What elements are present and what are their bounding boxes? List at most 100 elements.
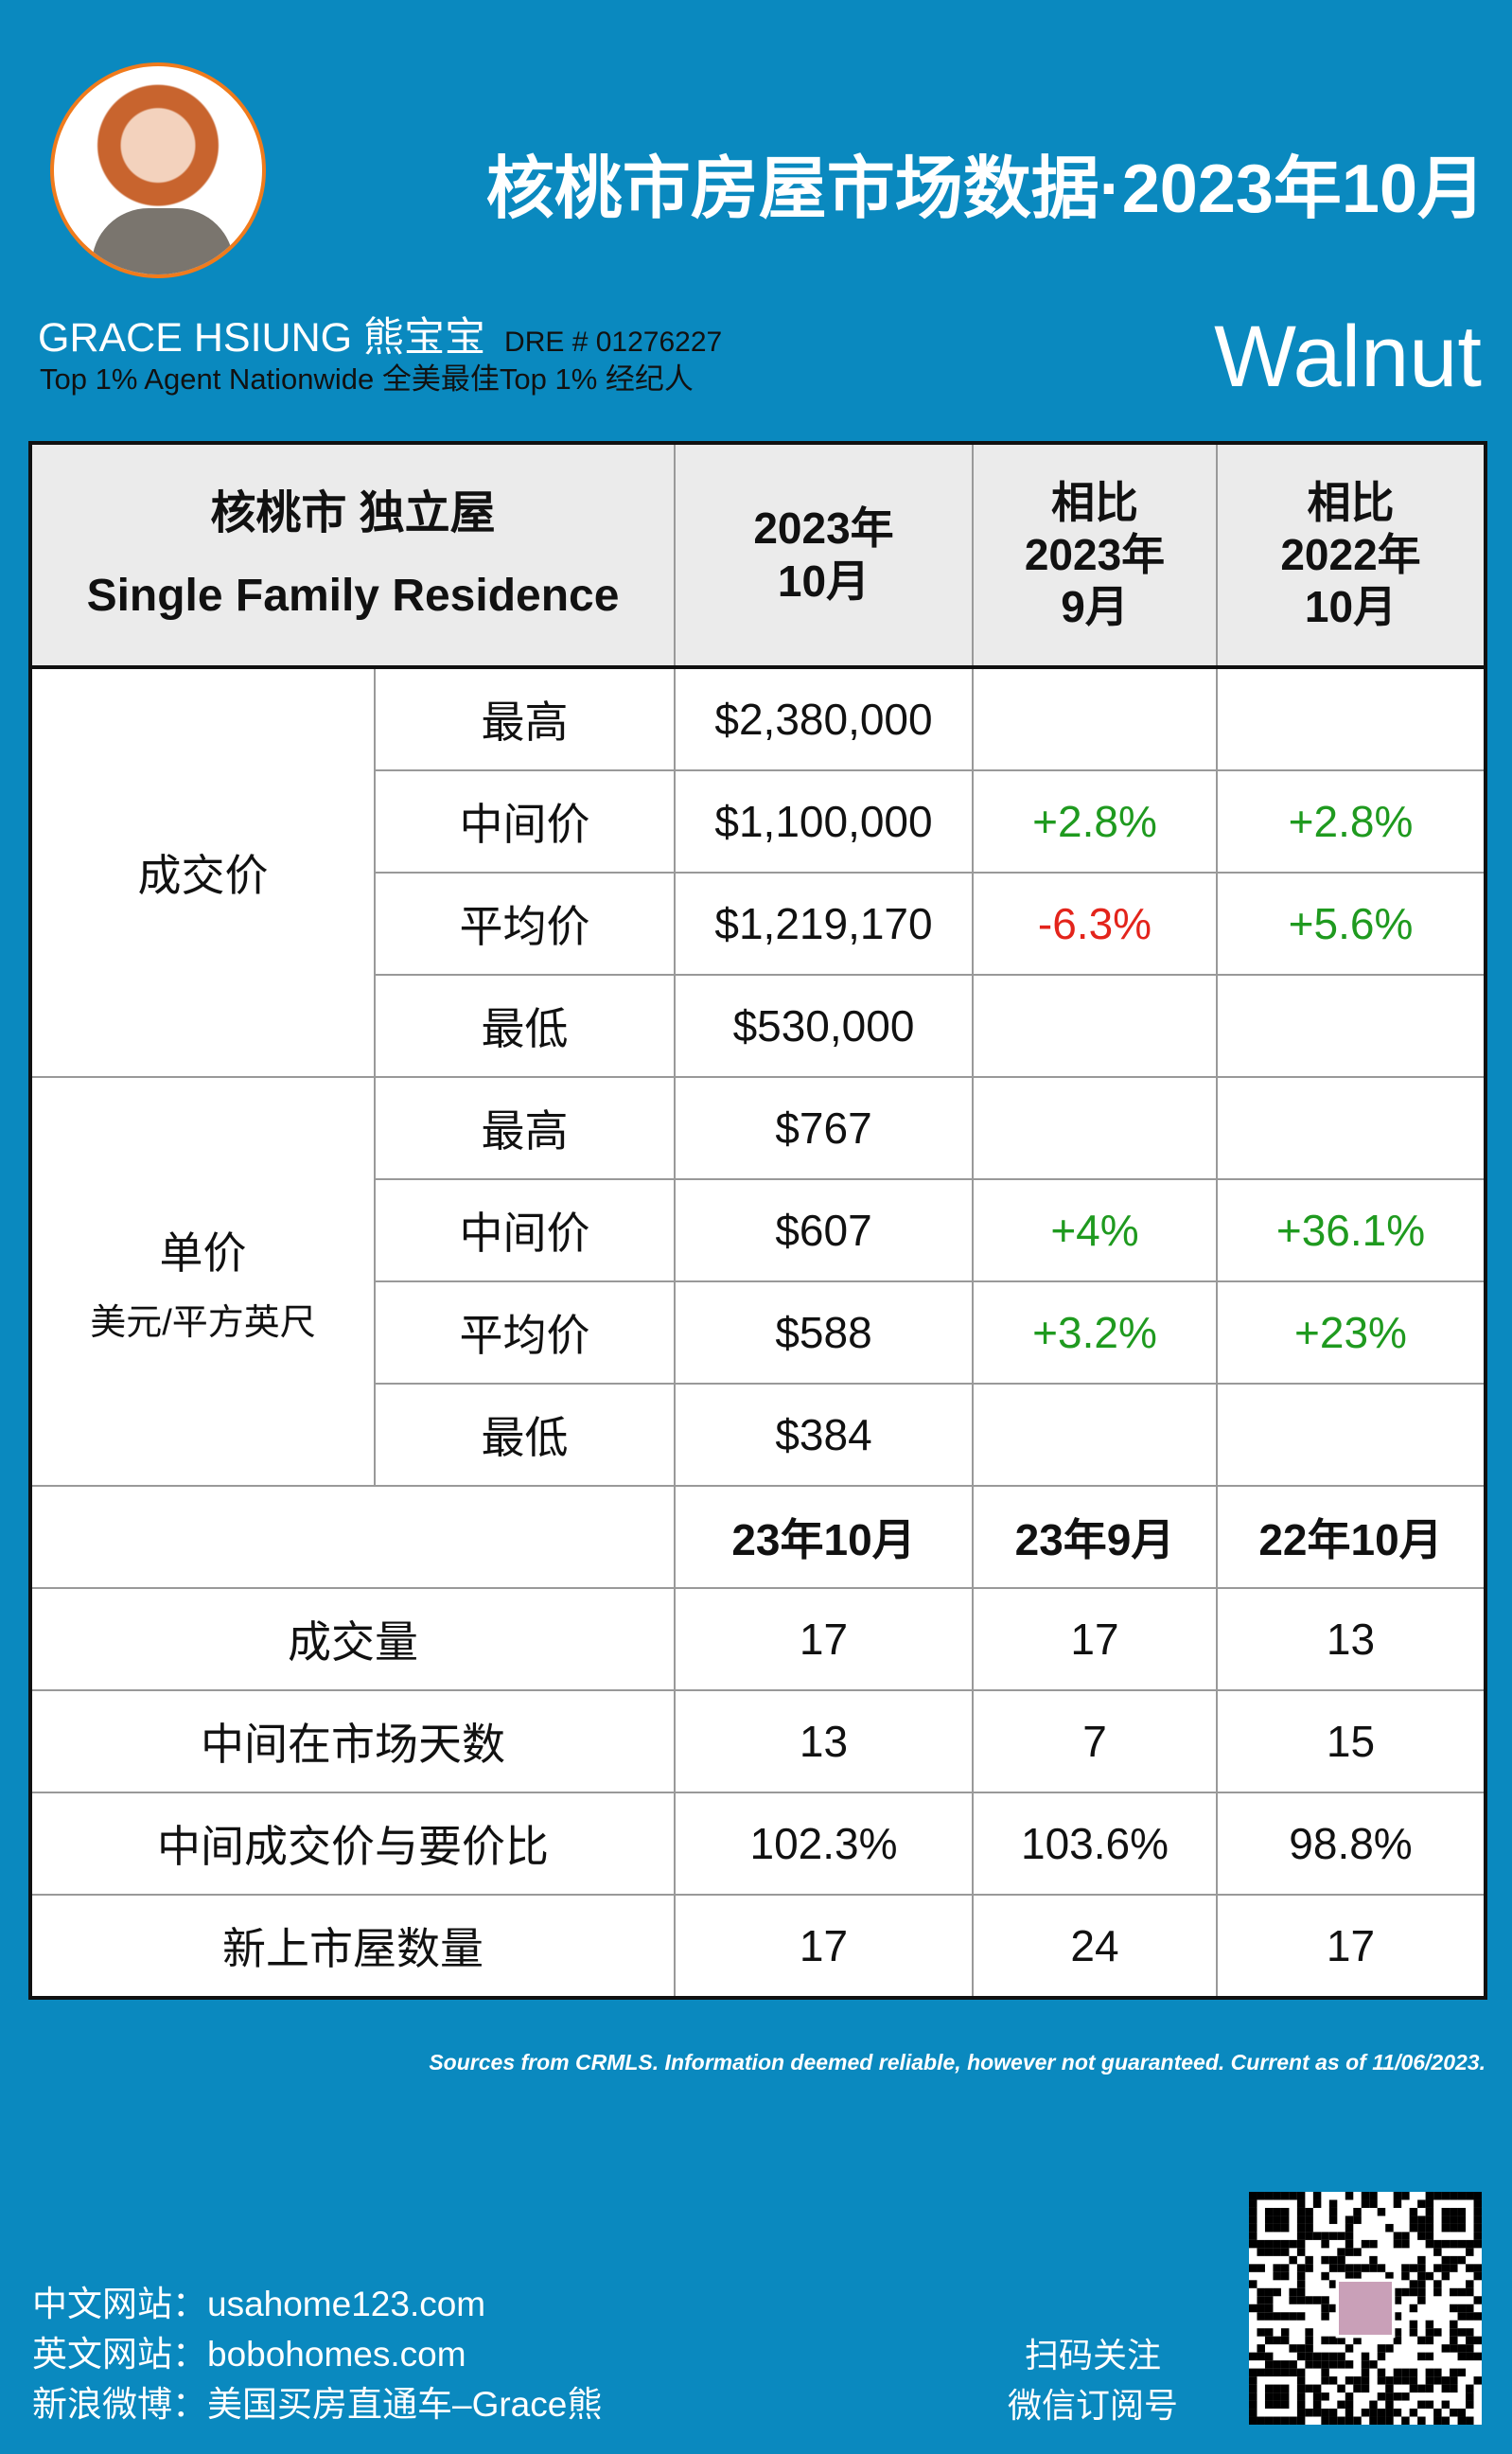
stats-value: 17 xyxy=(674,1587,974,1691)
metric-value: $767 xyxy=(674,1076,974,1180)
change-vs-last-year xyxy=(1216,1383,1486,1487)
change-vs-last-year: +5.6% xyxy=(1216,872,1486,976)
metric-name: 平均价 xyxy=(374,872,676,976)
property-type-en: Single Family Residence xyxy=(86,570,620,621)
header-line: 10月 xyxy=(777,556,870,606)
property-type-zh: 核桃市 独立屋 xyxy=(210,488,496,539)
metric-name: 中间价 xyxy=(374,769,676,874)
header-line: 相比 xyxy=(1051,477,1138,527)
change-vs-last-year: +23% xyxy=(1216,1280,1486,1385)
metric-name: 最高 xyxy=(374,1076,676,1180)
change-vs-last-month: +2.8% xyxy=(972,769,1218,874)
group-label-text: 成交价 xyxy=(137,851,269,900)
stats-value: 24 xyxy=(972,1894,1218,1999)
sources-disclaimer: Sources from CRMLS. Information deemed r… xyxy=(429,2050,1486,2074)
stats-header-blank xyxy=(29,1485,676,1589)
change-vs-last-month xyxy=(972,974,1218,1078)
table-row: 平均价 $1,219,170 -6.3% +5.6% xyxy=(30,872,1486,976)
agent-tagline: Top 1% Agent Nationwide 全美最佳Top 1% 经纪人 xyxy=(40,362,694,396)
change-vs-last-year xyxy=(1216,1076,1486,1180)
metric-name: 最低 xyxy=(374,1383,676,1487)
table-row: 最低 $384 xyxy=(30,1383,1486,1487)
stats-period-header: 22年10月 xyxy=(1216,1485,1486,1589)
header-line: 2023年 xyxy=(1024,529,1166,579)
stats-value: 102.3% xyxy=(674,1792,974,1896)
change-vs-last-month: -6.3% xyxy=(972,872,1218,976)
stats-value: 13 xyxy=(674,1689,974,1793)
wechat-label: 微信订阅号 xyxy=(1007,2386,1178,2425)
header-line: 2022年 xyxy=(1280,529,1421,579)
metric-value: $588 xyxy=(674,1280,974,1385)
stats-header-row: 23年10月 23年9月 22年10月 xyxy=(29,1485,1486,1589)
header-line: 9月 xyxy=(1061,582,1129,632)
group-label: 成交价 xyxy=(29,666,376,1078)
stats-row: 新上市屋数量 17 24 17 xyxy=(29,1894,1486,1999)
change-vs-last-month xyxy=(972,666,1218,771)
stats-name: 中间成交价与要价比 xyxy=(29,1792,676,1896)
change-vs-last-month: +4% xyxy=(972,1178,1218,1282)
market-data-table: 核桃市 独立屋 Single Family Residence 2023年 10月 … xyxy=(28,441,1487,2000)
change-vs-last-year: +36.1% xyxy=(1216,1178,1486,1282)
header-vs-last-year: 相比 2022年 10月 xyxy=(1216,442,1486,669)
header-line: 10月 xyxy=(1304,582,1398,632)
stats-period-header: 23年9月 xyxy=(972,1485,1218,1589)
header-line: 相比 xyxy=(1307,477,1395,527)
stats-value: 13 xyxy=(1216,1587,1486,1691)
change-vs-last-year xyxy=(1216,974,1486,1078)
metric-value: $530,000 xyxy=(674,974,974,1078)
english-website-link[interactable]: 英文网站：bobohomes.com xyxy=(32,2335,466,2374)
agent-name: GRACE HSIUNG 熊宝宝 DRE # 01276227 xyxy=(38,305,722,363)
stats-name: 成交量 xyxy=(29,1587,676,1691)
stats-row: 中间在市场天数 13 7 15 xyxy=(29,1689,1486,1793)
stats-value: 98.8% xyxy=(1216,1792,1486,1896)
dre-number: DRE # 01276227 xyxy=(504,327,723,358)
stats-value: 7 xyxy=(972,1689,1218,1793)
weibo-link[interactable]: 新浪微博：美国买房直通车–Grace熊 xyxy=(32,2385,603,2424)
metric-value: $2,380,000 xyxy=(674,666,974,771)
header-vs-last-month: 相比 2023年 9月 xyxy=(972,442,1218,669)
stats-value: 17 xyxy=(972,1587,1218,1691)
group-label-text: 单价 xyxy=(159,1227,247,1278)
table-header-row: 核桃市 独立屋 Single Family Residence 2023年 10月 … xyxy=(29,442,1486,669)
table-row: 中间价 $607 +4% +36.1% xyxy=(30,1178,1486,1282)
city-name: Walnut xyxy=(1214,309,1482,405)
stats-row: 成交量 17 17 13 xyxy=(29,1587,1486,1691)
change-vs-last-year: +2.8% xyxy=(1216,769,1486,874)
stats-row: 中间成交价与要价比 102.3% 103.6% 98.8% xyxy=(29,1792,1486,1896)
metric-value: $1,219,170 xyxy=(674,872,974,976)
header-current-month: 2023年 10月 xyxy=(674,442,974,669)
table-row: 成交价 最高 $2,380,000 xyxy=(29,666,1486,1078)
header-line: 2023年 xyxy=(753,503,894,554)
stats-value: 103.6% xyxy=(972,1792,1218,1896)
metric-value: $607 xyxy=(674,1178,974,1282)
table-row: 平均价 $588 +3.2% +23% xyxy=(30,1280,1486,1385)
change-vs-last-month xyxy=(972,1383,1218,1487)
change-vs-last-month: +3.2% xyxy=(972,1280,1218,1385)
metric-value: $1,100,000 xyxy=(674,769,974,874)
metric-name: 最高 xyxy=(374,666,676,771)
group-unit: 美元/平方英尺 xyxy=(90,1302,316,1343)
header-property-type: 核桃市 独立屋 Single Family Residence xyxy=(29,442,676,669)
scan-label: 扫码关注 xyxy=(1024,2336,1161,2375)
stats-period-header: 23年10月 xyxy=(674,1485,974,1589)
table-row: 中间价 $1,100,000 +2.8% +2.8% xyxy=(30,769,1486,874)
change-vs-last-year xyxy=(1216,666,1486,771)
stats-name: 中间在市场天数 xyxy=(29,1689,676,1793)
table-row: 单价 美元/平方英尺 最高 $767 xyxy=(29,1076,1486,1487)
metric-name: 最低 xyxy=(374,974,676,1078)
stats-name: 新上市屋数量 xyxy=(29,1894,676,1999)
stats-value: 15 xyxy=(1216,1689,1486,1793)
metric-name: 平均价 xyxy=(374,1280,676,1385)
agent-name-text: GRACE HSIUNG 熊宝宝 xyxy=(38,315,486,361)
table-row: 最低 $530,000 xyxy=(30,974,1486,1078)
group-label: 单价美元/平方英尺 xyxy=(29,1076,376,1487)
stats-value: 17 xyxy=(1216,1894,1486,1999)
metric-name: 中间价 xyxy=(374,1178,676,1282)
wechat-qr-code xyxy=(1249,2192,1482,2425)
metric-value: $384 xyxy=(674,1383,974,1487)
page-title: 核桃市房屋市场数据·2023年10月 xyxy=(485,151,1486,227)
agent-avatar xyxy=(50,62,266,278)
chinese-website-link[interactable]: 中文网站：usahome123.com xyxy=(32,2285,486,2323)
change-vs-last-month xyxy=(972,1076,1218,1180)
stats-value: 17 xyxy=(674,1894,974,1999)
